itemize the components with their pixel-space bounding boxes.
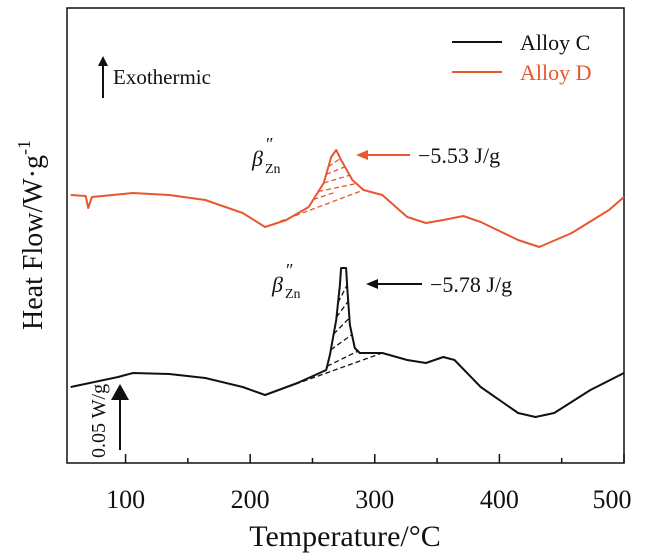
hatch-line bbox=[325, 166, 346, 175]
scale-bar-arrowhead-icon bbox=[111, 384, 129, 400]
hatch-line bbox=[323, 174, 351, 184]
phase-subscript: Zn bbox=[285, 287, 301, 302]
legend: Alloy C Alloy D bbox=[452, 30, 592, 85]
plot-frame bbox=[66, 7, 625, 464]
phase-subscript: Zn bbox=[265, 162, 281, 177]
phase-symbol: β bbox=[271, 272, 283, 297]
hatch-line bbox=[326, 350, 359, 367]
phase-symbol: β bbox=[251, 146, 263, 171]
annotation-alloy-c: β ″ Zn −5.78 J/g bbox=[271, 260, 512, 302]
hatch-line bbox=[337, 284, 348, 303]
x-axis-ticks: 100 200 300 400 500 bbox=[106, 454, 632, 514]
arrowhead-left-icon bbox=[356, 150, 368, 160]
legend-label-alloy-d: Alloy D bbox=[520, 60, 592, 85]
arrowhead-left-icon bbox=[366, 279, 378, 289]
exothermic-indicator: Exothermic bbox=[98, 56, 211, 98]
x-tick-label: 500 bbox=[593, 485, 632, 514]
series-lines bbox=[70, 149, 625, 418]
x-tick-label: 400 bbox=[480, 485, 519, 514]
enthalpy-label-alloy-d: −5.53 J/g bbox=[418, 143, 500, 168]
x-tick-label: 300 bbox=[355, 485, 394, 514]
scale-bar: 0.05 W/g bbox=[88, 384, 129, 458]
phase-prime: ″ bbox=[286, 260, 294, 280]
exothermic-label: Exothermic bbox=[113, 65, 211, 89]
hatch-line bbox=[313, 191, 337, 201]
up-arrowhead-icon bbox=[98, 56, 108, 66]
enthalpy-label-alloy-c: −5.78 J/g bbox=[430, 272, 512, 297]
hatch-line bbox=[330, 333, 353, 351]
x-tick-label: 100 bbox=[106, 485, 145, 514]
hatch-line bbox=[327, 157, 341, 168]
phase-prime: ″ bbox=[266, 134, 274, 154]
hatch-line bbox=[333, 317, 351, 335]
series-line-alloy-d bbox=[70, 149, 625, 248]
y-axis-label: Heat Flow/W·g-1 bbox=[14, 140, 49, 330]
scale-bar-label: 0.05 W/g bbox=[88, 384, 110, 458]
hatch-line bbox=[318, 182, 357, 193]
x-tick-label: 200 bbox=[231, 485, 270, 514]
legend-label-alloy-c: Alloy C bbox=[520, 30, 590, 55]
series-line-alloy-c bbox=[70, 267, 625, 418]
y-axis-label-group: Heat Flow/W·g-1 bbox=[14, 140, 49, 330]
x-axis-label: Temperature/°C bbox=[249, 520, 440, 553]
annotation-alloy-d: β ″ Zn −5.53 J/g bbox=[251, 134, 500, 177]
hatch-line bbox=[335, 300, 349, 318]
